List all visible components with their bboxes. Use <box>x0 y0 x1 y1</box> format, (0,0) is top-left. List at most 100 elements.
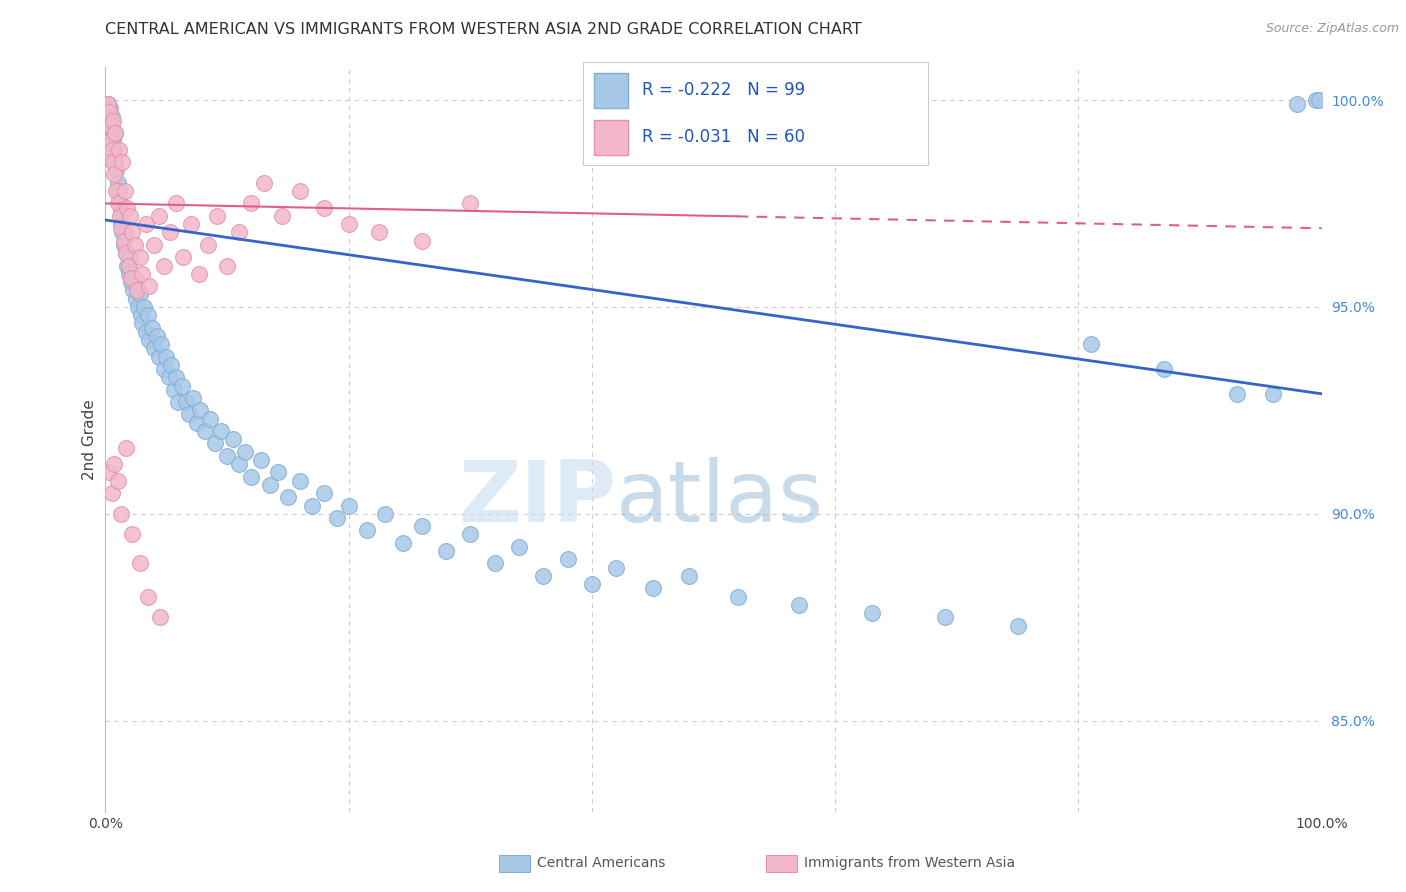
Point <box>98 105 121 120</box>
Point <box>112 237 135 252</box>
Point <box>101 134 124 148</box>
Point <box>581 577 603 591</box>
Point <box>129 308 152 322</box>
Point <box>314 201 336 215</box>
Point <box>125 292 148 306</box>
Point <box>288 184 311 198</box>
Point <box>162 383 184 397</box>
Point <box>115 246 138 260</box>
Point <box>128 250 150 264</box>
Point <box>186 416 208 430</box>
Point <box>277 490 299 504</box>
Point <box>100 143 122 157</box>
Point <box>98 134 121 148</box>
Point <box>103 457 125 471</box>
Point <box>110 507 132 521</box>
Point <box>145 329 167 343</box>
Point <box>1080 337 1102 351</box>
Point <box>188 267 211 281</box>
Point <box>125 279 148 293</box>
Point <box>508 540 530 554</box>
Point <box>98 105 121 120</box>
Text: CENTRAL AMERICAN VS IMMIGRANTS FROM WESTERN ASIA 2ND GRADE CORRELATION CHART: CENTRAL AMERICAN VS IMMIGRANTS FROM WEST… <box>105 22 862 37</box>
Point <box>143 341 166 355</box>
Point <box>107 176 129 190</box>
Point <box>103 143 125 157</box>
Point <box>174 395 197 409</box>
Point <box>172 250 194 264</box>
Point <box>374 507 396 521</box>
Point <box>125 283 148 297</box>
Point <box>179 408 201 422</box>
Point <box>860 606 883 620</box>
Point <box>194 424 217 438</box>
Point <box>100 486 122 500</box>
Point <box>159 226 181 240</box>
Point <box>117 267 139 281</box>
Point <box>228 226 250 240</box>
Point <box>105 163 128 178</box>
Point <box>98 113 121 128</box>
Point <box>148 209 170 223</box>
Point <box>122 283 145 297</box>
Point <box>143 237 166 252</box>
Point <box>127 300 149 314</box>
Point <box>325 511 347 525</box>
Point <box>114 226 136 240</box>
Point <box>181 391 204 405</box>
Point <box>136 590 159 604</box>
Point <box>531 569 554 583</box>
Point <box>124 237 146 252</box>
Point <box>270 209 292 223</box>
Point <box>118 209 141 223</box>
Point <box>110 217 132 231</box>
Point <box>135 325 157 339</box>
Point <box>108 209 131 223</box>
Point <box>267 466 290 480</box>
Point <box>149 610 172 624</box>
Point <box>392 535 415 549</box>
Point <box>124 271 146 285</box>
Point <box>100 122 122 136</box>
Point <box>120 271 142 285</box>
Point <box>228 457 250 471</box>
Point <box>108 143 131 157</box>
Point <box>97 97 120 112</box>
Point <box>240 469 263 483</box>
Text: Immigrants from Western Asia: Immigrants from Western Asia <box>804 856 1015 871</box>
Point <box>557 552 579 566</box>
Point <box>101 155 124 169</box>
Point <box>110 204 132 219</box>
Point <box>97 97 120 112</box>
Point <box>368 226 391 240</box>
Point <box>115 246 138 260</box>
Point <box>165 370 187 384</box>
Point <box>98 101 121 115</box>
Point <box>1305 93 1327 107</box>
Y-axis label: 2nd Grade: 2nd Grade <box>82 399 97 480</box>
Point <box>117 201 139 215</box>
Point <box>204 436 226 450</box>
Point <box>167 395 190 409</box>
Point <box>727 590 749 604</box>
Point <box>259 478 281 492</box>
Point <box>110 221 132 235</box>
Point <box>337 499 360 513</box>
Point <box>141 320 163 334</box>
Point <box>240 196 263 211</box>
Point <box>678 569 700 583</box>
Point <box>131 267 153 281</box>
Point <box>155 350 177 364</box>
Point <box>136 308 159 322</box>
Point <box>111 226 134 240</box>
Point <box>98 466 121 480</box>
Text: ZIP: ZIP <box>458 458 616 541</box>
Point <box>197 237 219 252</box>
Point <box>250 453 273 467</box>
Point <box>605 560 627 574</box>
Point <box>337 217 360 231</box>
Point <box>198 411 221 425</box>
Point <box>153 362 176 376</box>
Point <box>121 267 143 281</box>
Text: R = -0.222   N = 99: R = -0.222 N = 99 <box>643 81 806 99</box>
